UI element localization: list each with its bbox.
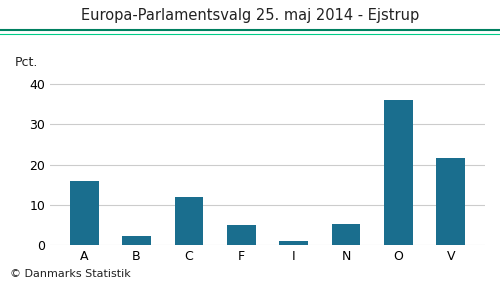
Bar bbox=[227, 225, 256, 245]
Bar bbox=[280, 241, 308, 245]
Bar bbox=[384, 100, 413, 245]
Text: Europa-Parlamentsvalg 25. maj 2014 - Ejstrup: Europa-Parlamentsvalg 25. maj 2014 - Ejs… bbox=[81, 8, 419, 23]
Text: © Danmarks Statistik: © Danmarks Statistik bbox=[10, 269, 131, 279]
Bar bbox=[436, 158, 465, 245]
Bar bbox=[70, 181, 98, 245]
Bar bbox=[332, 224, 360, 245]
Text: Pct.: Pct. bbox=[15, 56, 38, 69]
Bar bbox=[122, 236, 151, 245]
Bar bbox=[174, 197, 204, 245]
